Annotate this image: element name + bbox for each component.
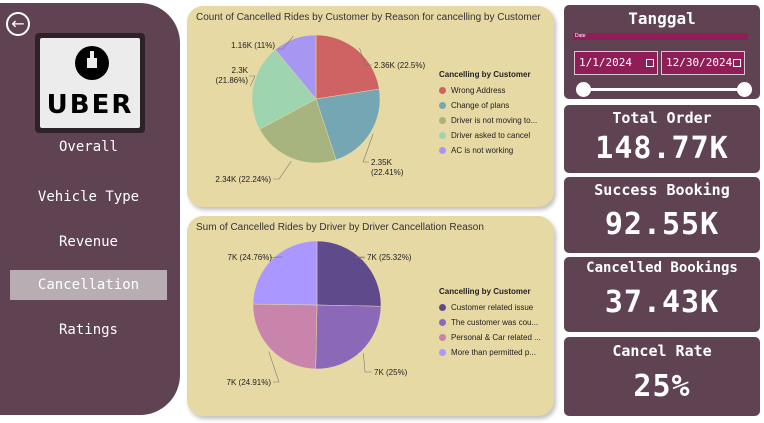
pie-data-label: 7K (25.32%)	[367, 253, 412, 262]
legend-item[interactable]: Personal & Car related ...	[439, 330, 541, 345]
kpi-value: 37.43K	[604, 285, 720, 320]
pie-slice[interactable]	[259, 98, 337, 164]
driver-cancellation-pie: 7K (25.32%) 7K (25%) 7K (24.91%) 7K (24.76%…	[227, 240, 412, 387]
pie-data-label: 2.36K (22.5%)	[374, 61, 425, 70]
nav-cancellation[interactable]: Cancellation	[10, 270, 167, 300]
kpi-label: Total Order	[612, 109, 712, 127]
back-arrow-icon[interactable]: ←	[6, 12, 30, 36]
legend-label: Driver is not moving to...	[451, 116, 538, 125]
nav-ratings[interactable]: Ratings	[58, 322, 118, 338]
date-filter-card: Tanggal Date 1/1/2024 12/30/2024	[564, 5, 760, 99]
legend-swatch	[439, 304, 446, 311]
legend-item[interactable]: The customer was cou...	[439, 315, 541, 330]
legend-item[interactable]: Wrong Address	[439, 83, 537, 98]
nav-overall[interactable]: Overall	[58, 139, 118, 155]
pie-data-label: 7K (24.91%)	[227, 378, 272, 387]
date-range-start-handle[interactable]	[576, 82, 591, 97]
legend-label: Wrong Address	[451, 86, 506, 95]
pie-slice[interactable]	[315, 34, 380, 100]
chart-legend: Cancelling by Customer Wrong Address Cha…	[439, 70, 537, 158]
kpi-label: Cancel Rate	[612, 342, 712, 360]
pie-leader-line	[363, 353, 372, 373]
uber-logo: UBER	[35, 33, 145, 133]
pie-leader-line	[273, 161, 292, 180]
pie-leader-line	[354, 256, 365, 259]
date-range-end-handle[interactable]	[737, 82, 752, 97]
pie-slice[interactable]	[252, 303, 318, 370]
chart-legend: Cancelling by Customer Customer related …	[439, 287, 541, 360]
end-date-value: 12/30/2024	[666, 56, 733, 69]
legend-item[interactable]: Driver asked to cancel	[439, 128, 537, 143]
kpi-label: Success Booking	[594, 181, 730, 199]
calendar-icon[interactable]	[733, 59, 741, 67]
kpi-value: 148.77K	[595, 131, 729, 166]
nav-vehicle-type[interactable]: Vehicle Type	[37, 189, 140, 205]
pie-slice[interactable]	[315, 88, 381, 161]
legend-swatch	[439, 102, 446, 109]
legend-item[interactable]: More than permitted p...	[439, 345, 541, 360]
calendar-icon[interactable]	[646, 59, 654, 67]
pie-data-label: 2.35K	[371, 158, 393, 167]
legend-item[interactable]: AC is not working	[439, 143, 537, 158]
end-date-input[interactable]: 12/30/2024	[661, 51, 745, 75]
pie-leader-line	[249, 75, 256, 87]
legend-label: More than permitted p...	[451, 348, 536, 357]
legend-title: Cancelling by Customer	[439, 287, 531, 296]
pie-slice[interactable]	[315, 304, 382, 370]
legend-swatch	[439, 117, 446, 124]
sidebar: ← UBER Overall Vehicle Type Revenue Canc…	[0, 3, 180, 415]
legend-item[interactable]: Customer related issue	[439, 300, 541, 315]
start-date-input[interactable]: 1/1/2024	[574, 51, 658, 75]
date-filter-header: Date	[573, 33, 748, 40]
pie-data-label: (22.41%)	[371, 168, 404, 177]
pie-data-label: 1.16K (11%)	[231, 41, 275, 50]
legend-label: Change of plans	[451, 101, 510, 110]
customer-cancellation-pie: 2.36K (22.5%) 2.35K(22.41%) 2.34K (22.24%)…	[215, 34, 425, 184]
kpi-label: Cancelled Bookings	[586, 260, 738, 276]
cancelled-bookings-card: Cancelled Bookings 37.43K	[564, 257, 760, 332]
kpi-value: 92.55K	[604, 207, 720, 242]
legend-item[interactable]: Driver is not moving to...	[439, 113, 537, 128]
legend-swatch	[439, 87, 446, 94]
legend-title: Cancelling by Customer	[439, 70, 531, 79]
pie-leader-line	[268, 351, 280, 383]
legend-swatch	[439, 319, 446, 326]
legend-label: AC is not working	[451, 146, 514, 155]
pie-data-label: 2.3K	[232, 66, 249, 75]
pie-slice[interactable]	[274, 34, 317, 100]
legend-label: Driver asked to cancel	[451, 131, 531, 140]
start-date-value: 1/1/2024	[579, 56, 632, 69]
pie-slice[interactable]	[316, 240, 382, 307]
chart-title: Count of Cancelled Rides by Customer by …	[196, 12, 541, 23]
success-booking-card: Success Booking 92.55K	[564, 177, 760, 253]
legend-swatch	[439, 132, 446, 139]
legend-swatch	[439, 334, 446, 341]
driver-cancellation-chart-panel: Sum of Cancelled Rides by Driver by Driv…	[187, 216, 554, 416]
uber-mark-icon	[75, 46, 109, 80]
total-order-card: Total Order 148.77K	[564, 105, 760, 173]
legend-swatch	[439, 349, 446, 356]
legend-swatch	[439, 147, 446, 154]
legend-label: Customer related issue	[451, 303, 534, 312]
pie-leader-line	[362, 133, 374, 163]
chart-title: Sum of Cancelled Rides by Driver by Driv…	[196, 222, 484, 233]
nav-revenue[interactable]: Revenue	[58, 234, 118, 250]
date-range-slider-track[interactable]	[584, 88, 744, 91]
pie-data-label: (21.86%)	[216, 76, 249, 85]
logo-text: UBER	[46, 90, 134, 120]
date-filter-title: Tanggal	[628, 9, 696, 28]
pie-leader-line	[359, 47, 372, 66]
pie-data-label: 7K (24.76%)	[228, 253, 273, 262]
legend-label: Personal & Car related ...	[451, 333, 541, 342]
pie-slice[interactable]	[252, 240, 318, 306]
kpi-value: 25%	[633, 369, 691, 404]
customer-cancellation-chart-panel: Count of Cancelled Rides by Customer by …	[187, 6, 554, 207]
legend-item[interactable]: Change of plans	[439, 98, 537, 113]
cancel-rate-card: Cancel Rate 25%	[564, 337, 760, 416]
legend-label: The customer was cou...	[451, 318, 539, 327]
pie-data-label: 2.34K (22.24%)	[215, 175, 271, 184]
pie-leader-line	[277, 35, 294, 50]
pie-slice[interactable]	[251, 49, 317, 130]
pie-data-label: 7K (25%)	[374, 368, 408, 377]
